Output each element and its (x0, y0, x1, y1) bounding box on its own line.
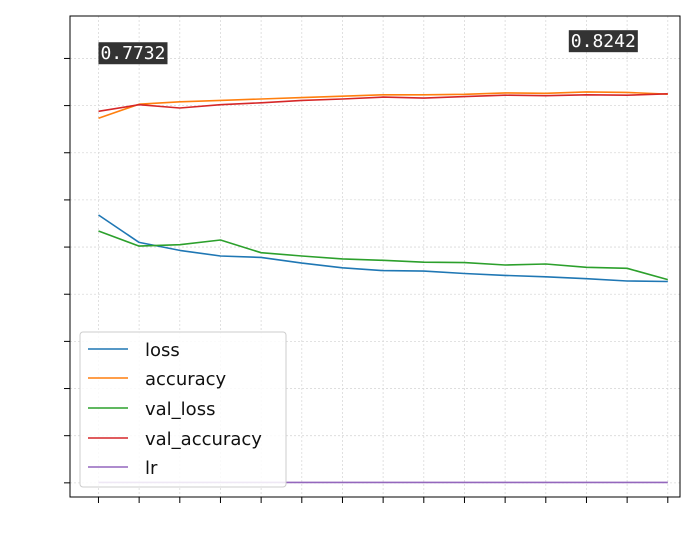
annotation-box-end (568, 30, 638, 53)
series-line-accuracy (98, 91, 668, 119)
legend-label-loss: loss (145, 340, 180, 361)
series-line-loss (98, 214, 668, 283)
annotation-end: 0.8242 (571, 31, 636, 52)
legend-label-lr: lr (145, 458, 158, 479)
plot-frame (69, 15, 681, 498)
annotation-box-start (98, 42, 168, 65)
legend-label-val-loss: val_loss (145, 399, 215, 420)
legend-label-val-accuracy: val_accuracy (145, 429, 262, 450)
legend-label-accuracy: accuracy (145, 369, 227, 390)
legend-box (79, 331, 287, 488)
series-line-val-accuracy (98, 93, 668, 113)
legend: loss accuracy val_loss val_accuracy lr (79, 331, 287, 488)
annotations: 0.7732 0.8242 (98, 30, 638, 65)
axis-ticks (64, 57, 669, 503)
series-line-val-loss (98, 230, 669, 281)
annotation-start: 0.7732 (100, 43, 165, 64)
